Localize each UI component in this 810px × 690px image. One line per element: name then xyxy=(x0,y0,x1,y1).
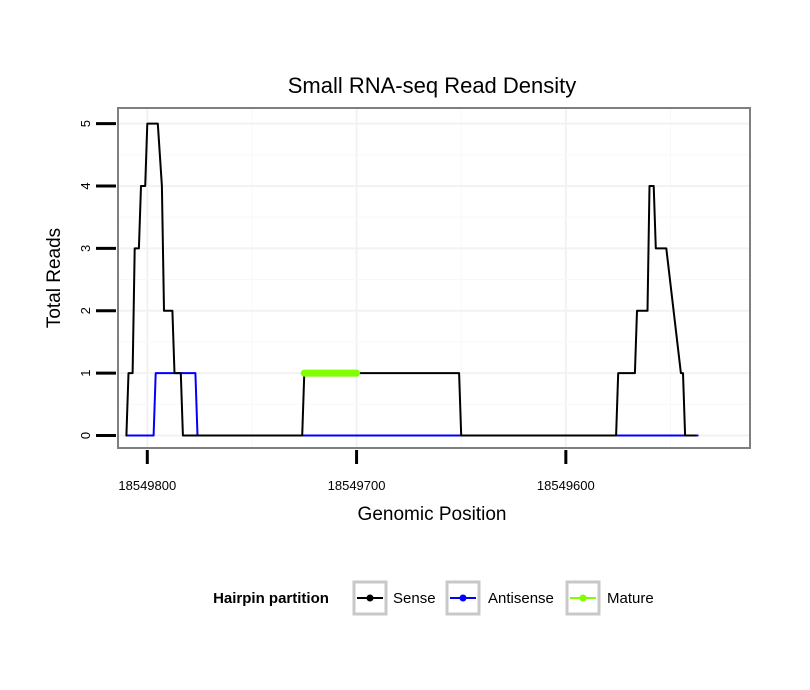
y-tick-label: 5 xyxy=(78,120,93,127)
legend-label-mature: Mature xyxy=(607,590,654,607)
y-tick-label: 3 xyxy=(78,245,93,252)
y-axis-label: Total Reads xyxy=(44,228,65,328)
data-series xyxy=(125,122,699,437)
plot-background xyxy=(118,108,750,448)
grid-lines xyxy=(118,108,750,448)
legend-key-point xyxy=(459,594,467,602)
legend-title: Hairpin partition xyxy=(213,590,329,607)
plot-panel xyxy=(117,107,751,449)
x-axis-label: Genomic Position xyxy=(358,504,507,525)
legend: Hairpin partition Sense Antisense Mature xyxy=(213,580,654,616)
x-axis: 18549800 18549700 18549600 xyxy=(118,450,595,493)
chart-title: Small RNA-seq Read Density xyxy=(288,73,577,98)
legend-label-antisense: Antisense xyxy=(488,590,554,607)
y-tick-label: 4 xyxy=(78,182,93,189)
y-tick-label: 0 xyxy=(78,432,93,439)
x-tick-label: 18549700 xyxy=(328,478,386,493)
x-tick-label: 18549600 xyxy=(537,478,595,493)
plot-border xyxy=(117,107,751,449)
x-tick-label: 18549800 xyxy=(118,478,176,493)
legend-key-point xyxy=(579,594,587,602)
y-tick-label: 2 xyxy=(78,307,93,314)
y-tick-label: 1 xyxy=(78,370,93,377)
legend-key-point xyxy=(366,594,374,602)
y-axis: 0 1 2 3 4 5 xyxy=(78,120,116,439)
legend-label-sense: Sense xyxy=(393,590,436,607)
